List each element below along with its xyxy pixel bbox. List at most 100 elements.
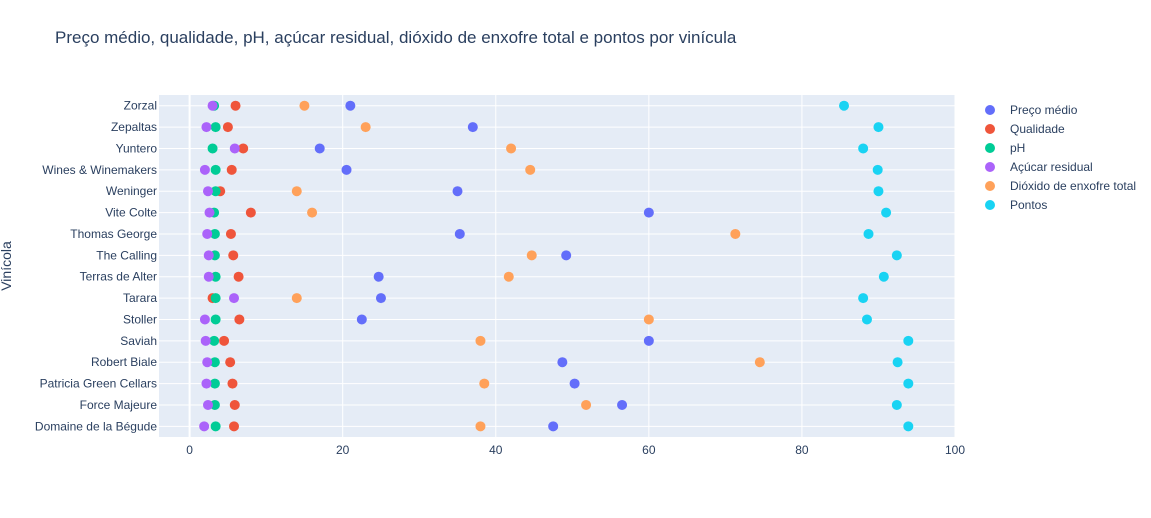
legend-item[interactable]: pH [985,141,1025,155]
data-point[interactable] [238,143,249,154]
data-point[interactable] [210,314,221,325]
data-point[interactable] [199,164,210,175]
data-point[interactable] [375,293,386,304]
data-point[interactable] [314,143,325,154]
data-point[interactable] [503,271,514,282]
data-point[interactable] [209,228,220,239]
data-point[interactable] [210,271,221,282]
data-point[interactable] [373,271,384,282]
data-point[interactable] [341,164,352,175]
data-point[interactable] [199,314,210,325]
data-point[interactable] [233,271,244,282]
data-point[interactable] [858,143,869,154]
data-point[interactable] [569,378,580,389]
data-point[interactable] [475,335,486,346]
data-point[interactable] [643,314,654,325]
data-point[interactable] [229,399,240,410]
data-point[interactable] [222,122,233,133]
data-point[interactable] [202,228,213,239]
data-point[interactable] [226,164,237,175]
data-point[interactable] [245,207,256,218]
data-point[interactable] [202,186,213,197]
data-point[interactable] [201,378,212,389]
data-point[interactable] [881,207,892,218]
data-point[interactable] [200,335,211,346]
data-point[interactable] [873,122,884,133]
legend-item[interactable]: Dióxido de enxofre total [985,179,1136,193]
data-point[interactable] [210,293,221,304]
data-point[interactable] [861,314,872,325]
legend-item[interactable]: Açúcar residual [985,160,1093,174]
data-point[interactable] [903,378,914,389]
y-axis-ticks: Domaine de la Bégude Force Majeure Patrici… [35,99,157,434]
data-point[interactable] [643,335,654,346]
data-point[interactable] [227,378,238,389]
data-point[interactable] [201,122,212,133]
data-point[interactable] [872,164,883,175]
data-point[interactable] [903,335,914,346]
data-point[interactable] [228,250,239,261]
data-point[interactable] [230,100,241,111]
data-point[interactable] [291,186,302,197]
data-point[interactable] [903,421,914,432]
data-point[interactable] [356,314,367,325]
data-point[interactable] [209,399,220,410]
data-point[interactable] [561,250,572,261]
data-point[interactable] [891,399,902,410]
data-point[interactable] [526,250,537,261]
legend-item[interactable]: Pontos [985,198,1047,212]
data-point[interactable] [229,293,240,304]
data-point[interactable] [548,421,559,432]
data-point[interactable] [754,357,765,368]
data-point[interactable] [643,207,654,218]
data-point[interactable] [229,143,240,154]
data-point[interactable] [209,357,220,368]
data-point[interactable] [863,228,874,239]
data-point[interactable] [210,122,221,133]
data-point[interactable] [199,421,210,432]
data-point[interactable] [360,122,371,133]
data-point[interactable] [454,228,465,239]
data-point[interactable] [307,207,318,218]
data-point[interactable] [209,378,220,389]
data-point[interactable] [525,164,536,175]
data-point[interactable] [202,399,213,410]
data-point[interactable] [210,186,221,197]
data-point[interactable] [479,378,490,389]
data-point[interactable] [878,271,889,282]
data-point[interactable] [299,100,310,111]
data-point[interactable] [229,421,240,432]
data-point[interactable] [210,164,221,175]
data-point[interactable] [873,186,884,197]
data-point[interactable] [207,143,218,154]
data-point[interactable] [225,357,236,368]
data-point[interactable] [203,250,214,261]
data-point[interactable] [730,228,741,239]
data-point[interactable] [202,357,213,368]
data-point[interactable] [234,314,245,325]
data-point[interactable] [557,357,568,368]
data-point[interactable] [839,100,850,111]
data-point[interactable] [452,186,463,197]
data-point[interactable] [204,207,215,218]
data-point[interactable] [291,293,302,304]
data-point[interactable] [891,250,902,261]
data-point[interactable] [475,421,486,432]
data-point[interactable] [225,228,236,239]
legend-item[interactable]: Qualidade [985,122,1065,136]
data-point[interactable] [581,399,592,410]
data-point[interactable] [617,399,628,410]
data-point[interactable] [892,357,903,368]
legend[interactable]: Preço médio Qualidade pH Açúcar residual Dió… [985,103,1136,212]
legend-label: Pontos [1010,198,1047,212]
data-point[interactable] [203,271,214,282]
data-point[interactable] [209,335,220,346]
data-point[interactable] [219,335,230,346]
data-point[interactable] [210,421,221,432]
data-point[interactable] [345,100,356,111]
legend-item[interactable]: Preço médio [985,103,1078,117]
data-point[interactable] [207,100,218,111]
data-point[interactable] [506,143,517,154]
data-point[interactable] [467,122,478,133]
data-point[interactable] [858,293,869,304]
